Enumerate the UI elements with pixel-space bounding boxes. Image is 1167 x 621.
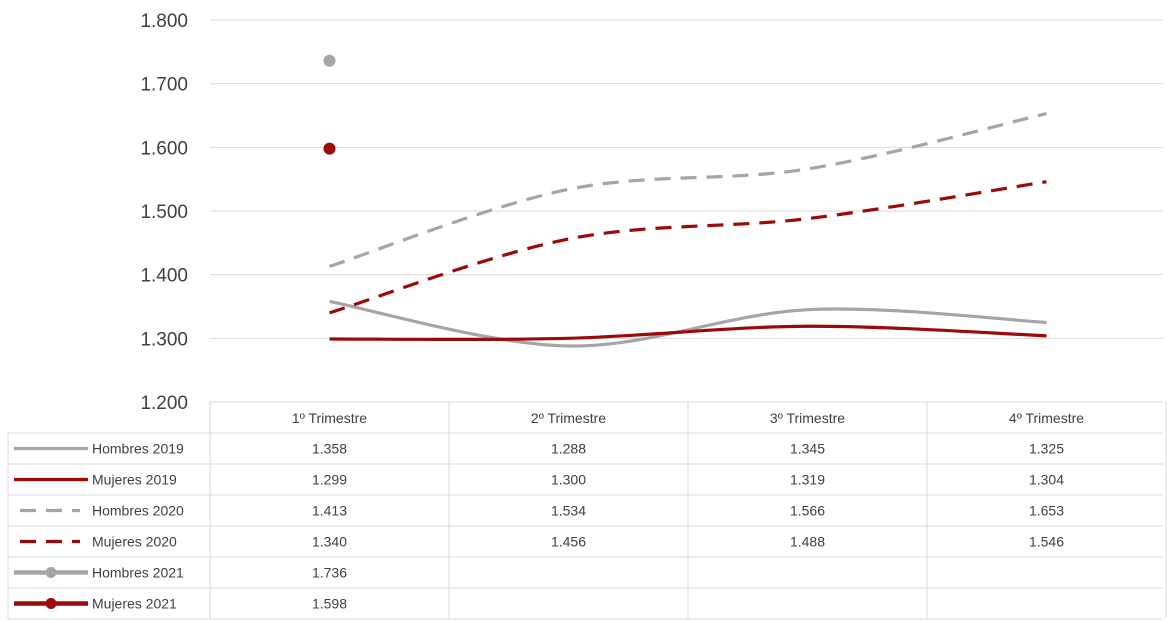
series-name-mujeres-2019: Mujeres 2019 (92, 472, 177, 488)
y-axis-tick-labels: 1.200 1.300 1.400 1.500 1.600 1.700 1.800 (140, 11, 188, 414)
legend-key-mujeres-2021 (14, 598, 88, 609)
data-label: 1.546 (1029, 534, 1064, 550)
series-name-hombres-2021: Hombres 2021 (92, 565, 184, 581)
data-label: 1.358 (312, 441, 347, 457)
series-name-hombres-2019: Hombres 2019 (92, 441, 184, 457)
data-label: 1.598 (312, 596, 347, 612)
y-tick-label: 1.600 (140, 138, 188, 159)
x-category-label: 1º Trimestre (292, 410, 367, 426)
line-mujeres-2019 (329, 324, 1047, 342)
data-label: 1.340 (312, 534, 347, 550)
x-category-label: 4º Trimestre (1009, 410, 1084, 426)
y-tick-label: 1.300 (140, 329, 188, 350)
point-hombres-2021 (323, 54, 336, 67)
data-label: 1.566 (790, 503, 825, 519)
data-label: 1.456 (551, 534, 586, 550)
data-label: 1.653 (1029, 503, 1064, 519)
data-label: 1.299 (312, 472, 347, 488)
line-hombres-2019 (329, 299, 1047, 348)
series-name-hombres-2020: Hombres 2020 (92, 503, 184, 519)
data-label: 1.300 (551, 472, 586, 488)
data-label: 1.736 (312, 565, 347, 581)
data-table: 1º Trimestre 2º Trimestre 3º Trimestre 4º T… (7, 401, 1167, 620)
series-lines (323, 54, 1047, 348)
line-mujeres-2020 (329, 180, 1047, 315)
data-label: 1.304 (1029, 472, 1064, 488)
data-label: 1.488 (790, 534, 825, 550)
line-hombres-2020 (329, 112, 1047, 268)
gridlines (210, 19, 1163, 339)
x-category-label: 2º Trimestre (531, 410, 606, 426)
y-tick-label: 1.400 (140, 266, 188, 287)
data-label: 1.288 (551, 441, 586, 457)
y-tick-label: 1.800 (140, 11, 188, 32)
y-tick-label: 1.200 (140, 393, 188, 414)
y-tick-label: 1.700 (140, 75, 188, 96)
series-name-mujeres-2020: Mujeres 2020 (92, 534, 177, 550)
data-label: 1.325 (1029, 441, 1064, 457)
data-label: 1.534 (551, 503, 586, 519)
series-name-mujeres-2021: Mujeres 2021 (92, 596, 177, 612)
data-label: 1.345 (790, 441, 825, 457)
data-label: 1.413 (312, 503, 347, 519)
y-tick-label: 1.500 (140, 202, 188, 223)
legend-key-hombres-2021 (14, 567, 88, 578)
point-mujeres-2021 (323, 142, 336, 155)
data-label: 1.319 (790, 472, 825, 488)
x-category-label: 3º Trimestre (770, 410, 845, 426)
